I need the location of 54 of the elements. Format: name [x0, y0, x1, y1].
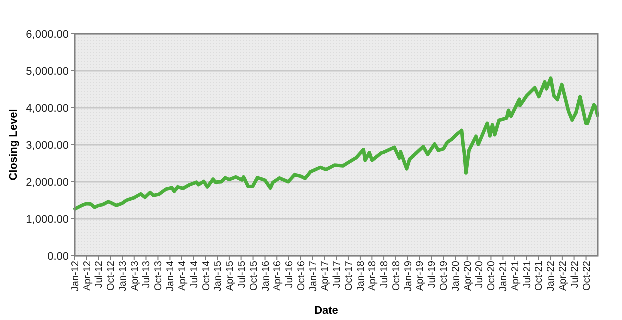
- x-tick-label: Oct-12: [106, 260, 118, 292]
- x-tick-label: Jul-12: [94, 260, 106, 288]
- x-tick-label: Jan-17: [308, 260, 320, 292]
- x-tick-label: Apr-13: [130, 260, 141, 292]
- y-tick-label: 2,000.00: [26, 176, 69, 189]
- x-tick-label: Jan-16: [260, 260, 272, 292]
- x-tick-label: Jul-17: [332, 260, 343, 288]
- x-tick-label: Jul-13: [142, 260, 153, 288]
- y-tick-label: 6,000.00: [26, 28, 69, 41]
- x-tick-label: Jan-13: [118, 260, 130, 292]
- x-tick-label: Oct-19: [439, 260, 450, 292]
- x-tick-label: Jul-21: [522, 260, 534, 288]
- x-tick-label: Apr-12: [82, 260, 94, 292]
- x-tick-label: Apr-20: [462, 260, 474, 292]
- x-tick-label: Oct-16: [296, 260, 308, 292]
- x-tick-label: Apr-17: [320, 260, 332, 292]
- x-tick-label: Apr-22: [558, 260, 569, 292]
- x-tick-label: Jan-14: [166, 260, 177, 292]
- x-tick-label: Jul-15: [236, 260, 248, 288]
- x-tick-label: Oct-20: [486, 260, 498, 292]
- x-tick-label: Apr-19: [415, 260, 426, 292]
- x-tick-label: Jan-19: [403, 260, 414, 292]
- x-tick-label: Apr-21: [510, 260, 522, 292]
- x-tick-label: Jul-20: [474, 260, 486, 288]
- x-axis-title: Date: [314, 305, 338, 317]
- x-tick-label: Jul-22: [570, 260, 581, 288]
- y-tick-label: 1,000.00: [26, 214, 69, 226]
- x-tick-label: Jul-14: [189, 260, 200, 288]
- x-tick-label: Jul-16: [284, 260, 296, 288]
- x-tick-label: Jan-15: [213, 260, 224, 292]
- x-tick-label: Jan-12: [70, 260, 82, 292]
- line-series: [74, 76, 600, 211]
- x-tick-label: Jan-22: [546, 260, 558, 292]
- x-tick-label: Jan-21: [498, 260, 510, 292]
- x-tick-label: Apr-15: [224, 260, 236, 292]
- x-tick-label: Oct-18: [392, 260, 403, 292]
- x-tick-label: Oct-22: [582, 260, 593, 292]
- x-tick-label: Oct-17: [344, 260, 355, 292]
- y-tick-label: 3,000.00: [26, 140, 69, 152]
- y-tick-label: 0.00: [48, 250, 69, 263]
- y-tick-label: 4,000.00: [26, 102, 69, 115]
- y-axis-title: Closing Level: [8, 109, 20, 181]
- x-tick-label: Oct-15: [248, 260, 260, 292]
- x-tick-label: Jul-19: [427, 260, 438, 288]
- x-tick-label: Oct-14: [201, 260, 212, 292]
- x-tick-label: Apr-16: [272, 260, 284, 292]
- x-tick-label: Jan-18: [356, 260, 367, 292]
- x-tick-label: Apr-18: [368, 260, 379, 292]
- x-tick-label: Oct-21: [534, 260, 546, 292]
- x-tick-label: Jan-20: [451, 260, 462, 292]
- x-tick-label: Apr-14: [177, 260, 188, 292]
- y-tick-label: 5,000.00: [26, 66, 69, 78]
- x-tick-label: Jul-18: [380, 260, 391, 288]
- x-tick-label: Oct-13: [154, 260, 165, 292]
